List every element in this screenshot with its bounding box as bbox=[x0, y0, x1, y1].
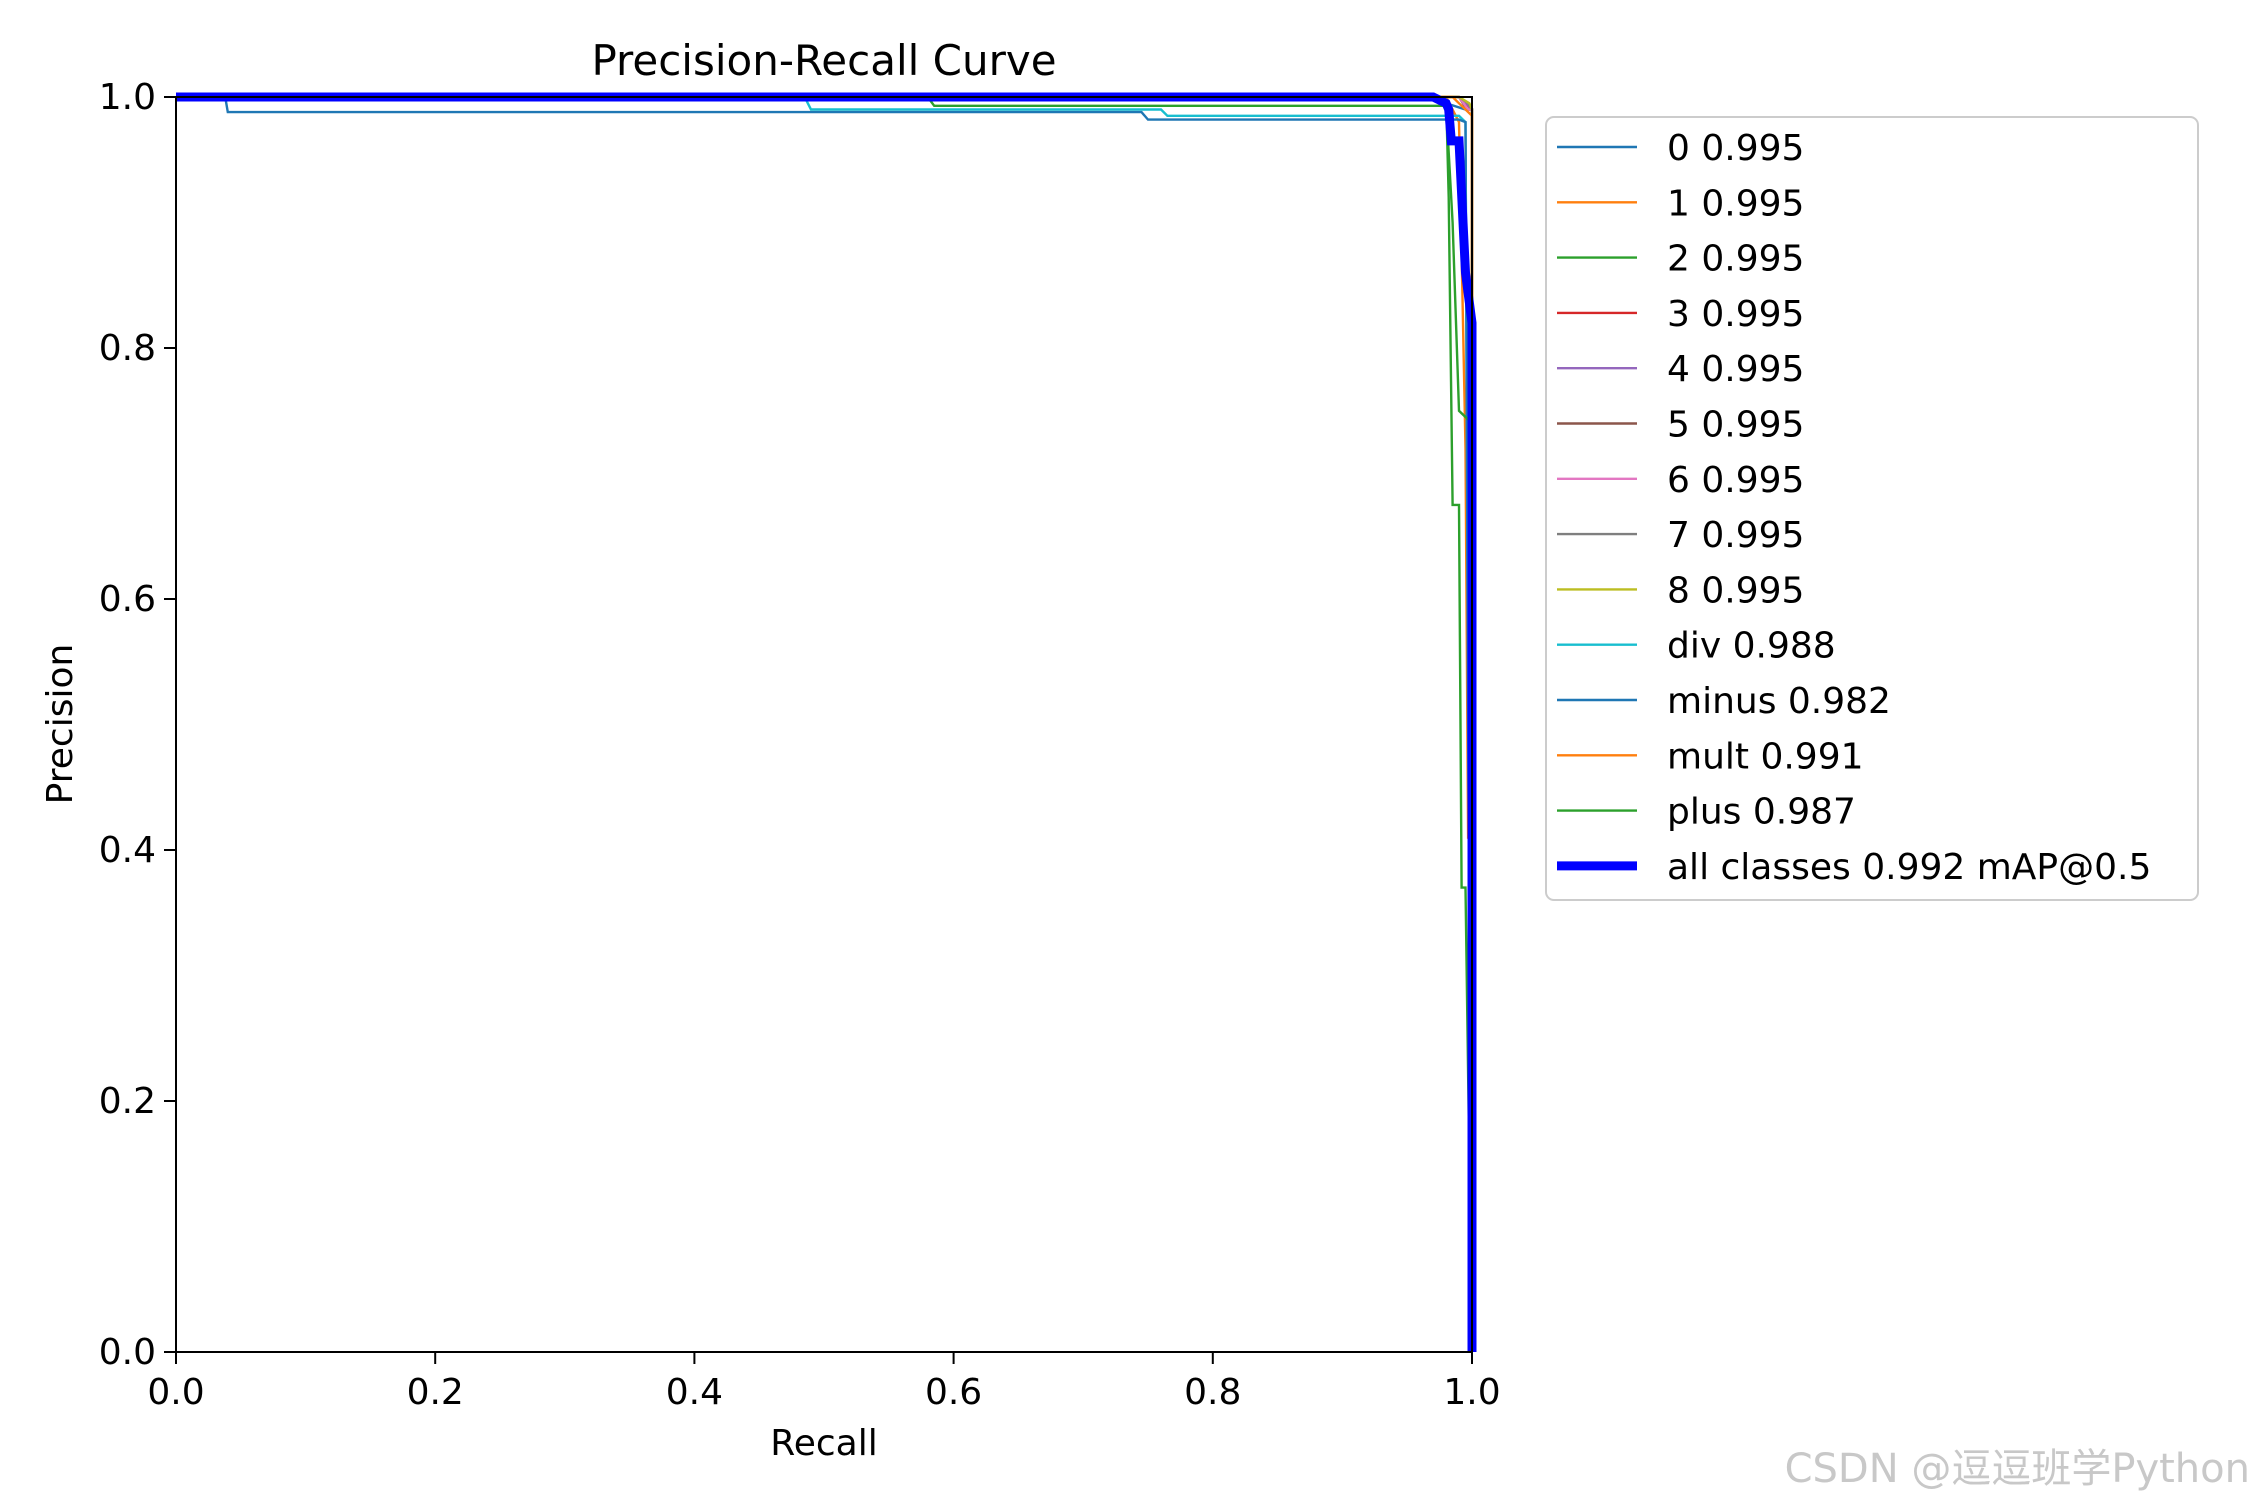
y-tick-label: 0.6 bbox=[99, 579, 156, 620]
legend-label-13: all classes 0.992 mAP@0.5 bbox=[1667, 847, 2151, 888]
legend-box bbox=[1545, 116, 2199, 901]
axes-frame bbox=[175, 96, 1473, 1353]
watermark: CSDN @逗逗班学Python bbox=[1785, 1446, 2250, 1492]
legend-label-4: 4 0.995 bbox=[1667, 349, 1804, 390]
legend-label-12: plus 0.987 bbox=[1667, 792, 1856, 833]
legend-label-7: 7 0.995 bbox=[1667, 515, 1804, 556]
legend: 0 0.995 1 0.995 2 0.995 3 0.995 4 0.995 5 0.9… bbox=[1545, 116, 2199, 901]
y-tick-label: 0.4 bbox=[99, 830, 156, 871]
series-line-13 bbox=[176, 92, 1477, 1352]
x-tick-label: 0.6 bbox=[925, 1372, 982, 1413]
y-tick-label: 0.2 bbox=[99, 1081, 156, 1122]
legend-label-6: 6 0.995 bbox=[1667, 460, 1804, 501]
legend-label-5: 5 0.995 bbox=[1667, 405, 1804, 446]
x-ticks: 0.0 0.2 0.4 0.6 0.8 1.0 bbox=[147, 1352, 1501, 1413]
legend-label-11: mult 0.991 bbox=[1667, 736, 1864, 777]
x-tick-label: 1.0 bbox=[1443, 1372, 1500, 1413]
x-tick-label: 0.4 bbox=[666, 1372, 723, 1413]
y-axis-label: Precision bbox=[40, 644, 81, 805]
legend-label-0: 0 0.995 bbox=[1667, 128, 1804, 169]
chart-title: Precision-Recall Curve bbox=[591, 36, 1056, 85]
y-tick-label: 1.0 bbox=[99, 77, 156, 118]
legend-label-9: div 0.988 bbox=[1667, 626, 1836, 667]
x-axis-label: Recall bbox=[770, 1423, 877, 1464]
legend-label-8: 8 0.995 bbox=[1667, 570, 1804, 611]
y-tick-label: 0.8 bbox=[99, 328, 156, 369]
legend-label-10: minus 0.982 bbox=[1667, 681, 1891, 722]
x-tick-label: 0.2 bbox=[407, 1372, 464, 1413]
y-ticks: 0.0 0.2 0.4 0.6 0.8 1.0 bbox=[99, 77, 176, 1373]
legend-label-2: 2 0.995 bbox=[1667, 239, 1804, 280]
x-tick-label: 0.0 bbox=[147, 1372, 204, 1413]
plot-area bbox=[176, 97, 1472, 1352]
y-tick-label: 0.0 bbox=[99, 1332, 156, 1373]
x-tick-label: 0.8 bbox=[1184, 1372, 1241, 1413]
legend-label-1: 1 0.995 bbox=[1667, 183, 1804, 224]
legend-label-3: 3 0.995 bbox=[1667, 294, 1804, 335]
